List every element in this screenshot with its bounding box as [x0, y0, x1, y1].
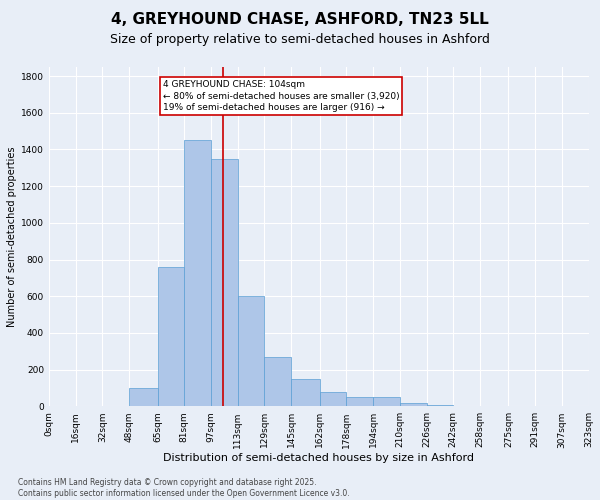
Bar — [158, 267, 184, 406]
Bar — [291, 379, 320, 406]
Bar — [320, 392, 346, 406]
Bar — [238, 296, 265, 406]
Text: Size of property relative to semi-detached houses in Ashford: Size of property relative to semi-detach… — [110, 32, 490, 46]
Bar — [211, 158, 238, 406]
Bar — [373, 397, 400, 406]
Bar — [400, 402, 427, 406]
Y-axis label: Number of semi-detached properties: Number of semi-detached properties — [7, 146, 17, 327]
Text: Contains HM Land Registry data © Crown copyright and database right 2025.
Contai: Contains HM Land Registry data © Crown c… — [18, 478, 350, 498]
Text: 4 GREYHOUND CHASE: 104sqm
← 80% of semi-detached houses are smaller (3,920)
19% : 4 GREYHOUND CHASE: 104sqm ← 80% of semi-… — [163, 80, 399, 112]
Bar — [184, 140, 211, 406]
Bar — [346, 397, 373, 406]
X-axis label: Distribution of semi-detached houses by size in Ashford: Distribution of semi-detached houses by … — [163, 453, 474, 463]
Bar — [265, 356, 291, 406]
Text: 4, GREYHOUND CHASE, ASHFORD, TN23 5LL: 4, GREYHOUND CHASE, ASHFORD, TN23 5LL — [111, 12, 489, 28]
Bar — [129, 388, 158, 406]
